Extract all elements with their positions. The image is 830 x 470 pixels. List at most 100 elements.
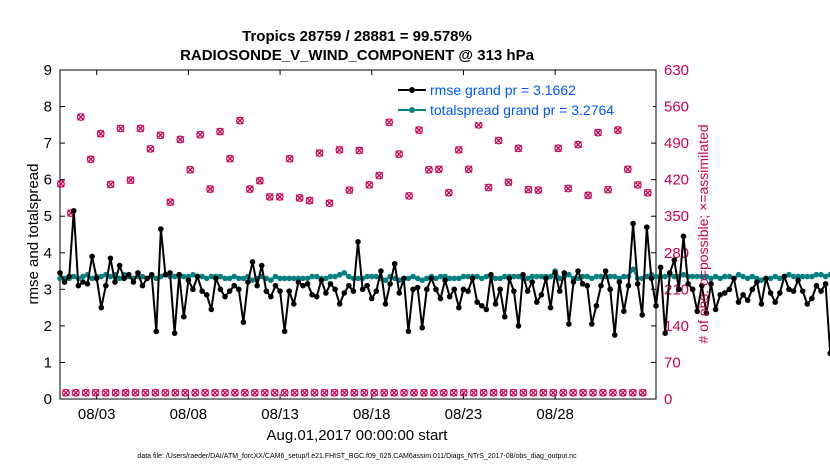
obs-possible-marker bbox=[191, 388, 200, 397]
obs-possible-marker bbox=[330, 388, 339, 397]
totalspread-point bbox=[813, 271, 820, 278]
obs-possible-marker bbox=[290, 388, 299, 397]
rmse-point bbox=[208, 306, 215, 313]
rmse-point bbox=[662, 330, 668, 337]
rmse-point bbox=[611, 332, 618, 338]
rmse-point bbox=[534, 299, 540, 305]
obs-possible-marker bbox=[265, 192, 274, 201]
rmse-point bbox=[648, 275, 655, 282]
totalspread-point bbox=[818, 271, 824, 278]
rmse-point bbox=[552, 270, 558, 276]
rmse-point bbox=[107, 255, 114, 262]
obs-assimilated-marker bbox=[400, 388, 408, 397]
obs-assimilated-marker bbox=[72, 388, 80, 397]
obs-possible-marker bbox=[420, 388, 428, 397]
totalspread-point bbox=[190, 271, 196, 278]
obs-possible-marker bbox=[499, 388, 508, 397]
totalspread-point bbox=[556, 275, 563, 282]
obs-possible-marker bbox=[310, 388, 319, 397]
obs-assimilated-marker bbox=[534, 186, 543, 194]
totalspread-point bbox=[410, 273, 416, 280]
rmse-point bbox=[543, 275, 549, 282]
rmse-point bbox=[410, 286, 416, 293]
obs-possible-marker bbox=[614, 126, 622, 134]
obs-assimilated-marker bbox=[101, 388, 110, 397]
rmse-point bbox=[776, 290, 783, 296]
obs-assimilated-marker bbox=[469, 388, 478, 397]
obs-assimilated-marker bbox=[455, 146, 463, 154]
totalspread-point bbox=[621, 273, 627, 280]
rmse-point bbox=[735, 299, 742, 305]
obs-assimilated-marker bbox=[415, 126, 423, 134]
rmse-point bbox=[818, 288, 824, 294]
totalspread-point bbox=[382, 277, 389, 283]
totalspread-point bbox=[355, 275, 361, 282]
obs-assimilated-marker bbox=[216, 127, 224, 136]
obs-possible-marker bbox=[201, 388, 210, 397]
totalspread-point bbox=[323, 275, 329, 282]
obs-possible-marker bbox=[101, 388, 110, 397]
rmse-point bbox=[781, 273, 788, 280]
totalspread-point bbox=[492, 275, 499, 282]
obs-assimilated-marker bbox=[116, 124, 125, 133]
obs-assimilated-marker bbox=[261, 388, 269, 397]
rmse-point bbox=[171, 330, 178, 337]
obs-possible-marker bbox=[340, 388, 349, 397]
rmse-point bbox=[497, 286, 503, 293]
rmse-point bbox=[148, 271, 155, 278]
obs-possible-marker bbox=[365, 180, 374, 189]
legend-spread-marker bbox=[409, 107, 415, 113]
obs-assimilated-marker bbox=[599, 388, 607, 397]
totalspread-point bbox=[653, 273, 659, 280]
obs-possible-marker bbox=[484, 183, 493, 192]
totalspread-point bbox=[804, 273, 811, 280]
totalspread-point bbox=[584, 273, 591, 280]
totalspread-point bbox=[368, 273, 375, 280]
obs-assimilated-marker bbox=[624, 165, 632, 173]
totalspread-point bbox=[116, 275, 123, 282]
obs-assimilated-marker bbox=[300, 388, 309, 397]
y-right-tick-label: 70 bbox=[664, 354, 681, 371]
rmse-point bbox=[813, 282, 820, 289]
totalspread-point bbox=[341, 270, 348, 276]
rmse-point bbox=[625, 282, 632, 289]
obs-assimilated-marker bbox=[256, 176, 264, 185]
obs-assimilated-marker bbox=[335, 146, 344, 154]
rmse-point bbox=[520, 271, 526, 278]
obs-assimilated-marker bbox=[62, 388, 70, 397]
obs-assimilated-marker bbox=[176, 135, 185, 144]
rmse-point bbox=[529, 279, 536, 285]
obs-assimilated-marker bbox=[131, 388, 140, 397]
rmse-point bbox=[116, 262, 123, 269]
rmse-point bbox=[359, 286, 366, 293]
obs-assimilated-marker bbox=[171, 388, 180, 397]
obs-possible-marker bbox=[410, 388, 418, 397]
rmse-point bbox=[694, 308, 701, 315]
obs-possible-marker bbox=[171, 388, 180, 397]
totalspread-point bbox=[786, 271, 792, 278]
obs-assimilated-marker bbox=[57, 180, 65, 188]
rmse-point bbox=[323, 290, 329, 296]
rmse-point bbox=[176, 271, 182, 278]
obs-assimilated-marker bbox=[315, 149, 324, 157]
rmse-point bbox=[575, 268, 581, 274]
obs-assimilated-marker bbox=[77, 113, 85, 121]
obs-possible-marker bbox=[111, 388, 120, 397]
rmse-point bbox=[680, 233, 687, 240]
obs-possible-marker bbox=[96, 129, 105, 138]
rmse-point bbox=[103, 282, 109, 289]
rmse-point bbox=[621, 308, 627, 315]
rmse-point bbox=[226, 288, 233, 294]
obs-assimilated-marker bbox=[440, 388, 448, 397]
obs-possible-marker bbox=[285, 154, 294, 163]
obs-possible-marker bbox=[439, 388, 448, 397]
totalspread-point bbox=[70, 273, 77, 280]
obs-possible-marker bbox=[599, 388, 607, 397]
obs-possible-marker bbox=[186, 165, 195, 174]
obs-possible-marker bbox=[400, 388, 408, 397]
obs-assimilated-marker bbox=[459, 388, 468, 397]
y-tick-label: 3 bbox=[44, 281, 52, 298]
rmse-point bbox=[291, 301, 297, 307]
obs-assimilated-marker bbox=[355, 146, 364, 155]
obs-possible-marker bbox=[415, 126, 423, 134]
